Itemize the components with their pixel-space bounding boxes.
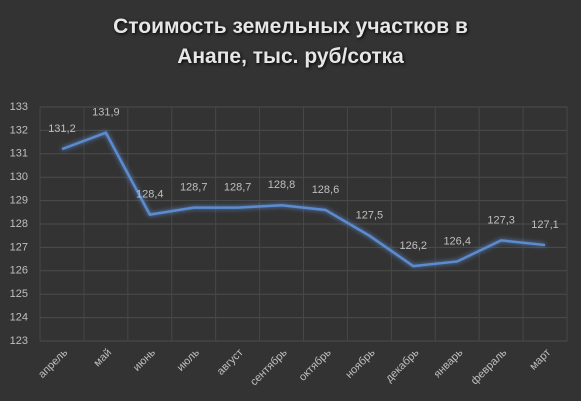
- y-tick-label: 131: [10, 148, 28, 160]
- x-tick-label: июнь: [131, 347, 158, 374]
- y-tick-label: 130: [10, 171, 28, 183]
- y-tick-label: 132: [10, 124, 28, 136]
- x-tick-label: май: [92, 347, 115, 370]
- y-tick-label: 123: [10, 335, 28, 347]
- data-label: 128,6: [312, 184, 340, 196]
- x-tick-label: октябрь: [297, 347, 334, 384]
- data-label: 128,4: [136, 189, 164, 201]
- y-tick-label: 127: [10, 241, 28, 253]
- data-label: 127,5: [356, 210, 384, 222]
- y-tick-label: 124: [10, 312, 28, 324]
- x-tick-label: февраль: [469, 347, 510, 388]
- y-tick-label: 126: [10, 265, 28, 277]
- x-tick-label: июль: [175, 347, 202, 374]
- data-label: 127,1: [531, 219, 559, 231]
- data-label: 128,7: [224, 182, 252, 194]
- x-tick-label: декабрь: [383, 347, 421, 385]
- data-label: 128,7: [180, 182, 208, 194]
- data-label: 126,2: [400, 240, 428, 252]
- data-label: 128,8: [268, 179, 296, 191]
- x-tick-label: ноябрь: [343, 347, 377, 381]
- x-tick-label: март: [527, 347, 553, 373]
- y-tick-label: 128: [10, 218, 28, 230]
- data-label: 131,2: [48, 123, 76, 135]
- y-tick-label: 133: [10, 101, 28, 113]
- line-series: [61, 131, 546, 268]
- data-label: 126,4: [443, 235, 471, 247]
- x-tick-label: сентябрь: [248, 347, 290, 389]
- chart-title: Стоимость земельных участков в Анапе, ты…: [113, 15, 468, 68]
- x-tick-label: январь: [432, 347, 466, 381]
- y-tick-label: 125: [10, 288, 28, 300]
- x-tick-label: апрель: [36, 347, 70, 381]
- y-tick-label: 129: [10, 195, 28, 207]
- x-tick-label: август: [215, 347, 246, 378]
- data-label: 131,9: [92, 107, 120, 119]
- data-label: 127,3: [487, 214, 515, 226]
